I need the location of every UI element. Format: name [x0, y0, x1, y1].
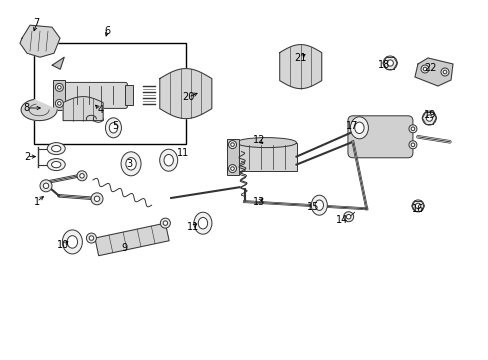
Text: 13: 13 — [252, 197, 265, 207]
Text: 2: 2 — [24, 152, 30, 162]
Text: 6: 6 — [104, 26, 110, 36]
Ellipse shape — [442, 70, 446, 74]
Ellipse shape — [383, 56, 396, 70]
Text: 4: 4 — [97, 105, 103, 115]
Polygon shape — [414, 58, 452, 86]
Ellipse shape — [43, 183, 49, 189]
Ellipse shape — [47, 143, 65, 154]
Text: 8: 8 — [24, 103, 30, 113]
Ellipse shape — [228, 141, 236, 149]
Text: 14: 14 — [335, 215, 348, 225]
Bar — [236, 143, 296, 171]
Text: 18: 18 — [377, 60, 389, 70]
Ellipse shape — [230, 167, 234, 170]
Ellipse shape — [311, 195, 326, 215]
Ellipse shape — [422, 67, 426, 71]
Ellipse shape — [77, 171, 87, 181]
Ellipse shape — [230, 143, 234, 147]
FancyBboxPatch shape — [63, 82, 127, 108]
Text: 11: 11 — [186, 222, 199, 232]
Ellipse shape — [40, 180, 52, 192]
FancyBboxPatch shape — [347, 116, 412, 158]
Polygon shape — [63, 96, 103, 121]
Text: 11: 11 — [177, 148, 189, 158]
Text: 20: 20 — [182, 92, 194, 102]
Text: 16: 16 — [411, 204, 424, 214]
Ellipse shape — [411, 200, 423, 212]
Bar — [53, 80, 65, 111]
Ellipse shape — [194, 212, 211, 234]
Text: 9: 9 — [122, 243, 127, 253]
Text: 22: 22 — [423, 63, 436, 73]
Ellipse shape — [121, 152, 141, 176]
Polygon shape — [21, 99, 57, 121]
Text: 12: 12 — [252, 135, 265, 145]
Text: 15: 15 — [306, 202, 319, 212]
Text: 1: 1 — [34, 197, 40, 207]
Polygon shape — [52, 57, 64, 69]
Ellipse shape — [408, 141, 416, 149]
Ellipse shape — [160, 218, 170, 228]
Text: 5: 5 — [112, 121, 118, 131]
Ellipse shape — [160, 149, 177, 171]
Ellipse shape — [58, 102, 61, 105]
Ellipse shape — [109, 123, 118, 133]
Ellipse shape — [51, 145, 61, 152]
Ellipse shape — [440, 68, 448, 76]
Ellipse shape — [410, 127, 414, 131]
Ellipse shape — [67, 236, 78, 248]
Ellipse shape — [198, 217, 207, 229]
Ellipse shape — [163, 154, 173, 166]
Ellipse shape — [58, 86, 61, 89]
Ellipse shape — [51, 162, 61, 168]
Ellipse shape — [346, 215, 350, 219]
Ellipse shape — [91, 193, 103, 205]
Ellipse shape — [354, 122, 364, 134]
Ellipse shape — [410, 143, 414, 147]
Ellipse shape — [80, 174, 84, 178]
Ellipse shape — [343, 212, 353, 222]
Polygon shape — [160, 69, 211, 118]
Ellipse shape — [86, 233, 96, 243]
Ellipse shape — [55, 84, 63, 91]
Ellipse shape — [236, 138, 296, 148]
Bar — [125, 85, 133, 105]
Ellipse shape — [414, 203, 420, 208]
Ellipse shape — [105, 118, 121, 138]
Ellipse shape — [422, 111, 435, 125]
Ellipse shape — [163, 221, 167, 225]
Ellipse shape — [94, 196, 100, 202]
Ellipse shape — [228, 165, 236, 172]
Polygon shape — [20, 25, 60, 57]
Ellipse shape — [408, 125, 416, 133]
Ellipse shape — [62, 230, 82, 254]
Text: 19: 19 — [423, 110, 436, 120]
Ellipse shape — [314, 200, 323, 210]
Text: 3: 3 — [126, 159, 132, 169]
Ellipse shape — [89, 236, 94, 240]
Ellipse shape — [386, 60, 392, 66]
Ellipse shape — [55, 99, 63, 107]
Ellipse shape — [426, 115, 431, 121]
Text: 17: 17 — [345, 121, 358, 131]
Polygon shape — [95, 223, 169, 256]
Bar — [226, 139, 238, 175]
Polygon shape — [279, 45, 321, 89]
Text: 10: 10 — [57, 240, 70, 250]
Ellipse shape — [47, 159, 65, 171]
Bar — [34, 43, 185, 144]
Text: 21: 21 — [294, 53, 306, 63]
Ellipse shape — [420, 65, 428, 73]
Text: 7: 7 — [34, 18, 40, 28]
Ellipse shape — [125, 158, 136, 170]
Ellipse shape — [350, 117, 367, 139]
